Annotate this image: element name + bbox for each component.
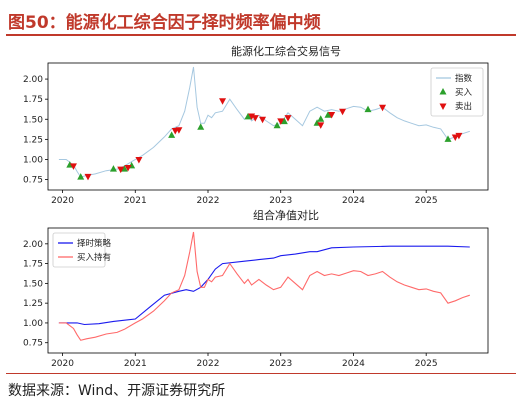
sell-signal-marker [451,134,459,141]
buy-signal-marker [168,131,176,138]
y-tick-label: 0.75 [23,339,43,349]
sell-signal-marker [277,118,285,125]
buy-signal-marker [244,112,252,120]
x-tick-label: 2024 [342,359,365,369]
legend-swatch [439,103,447,110]
y-tick-label: 1.00 [23,155,43,165]
legend-label: 卖出 [455,101,472,112]
buy-signal-marker [364,105,372,113]
y-tick-label: 0.75 [23,176,43,186]
series-line-timing [58,245,470,326]
series-line-index [58,66,470,178]
x-tick-label: 2023 [269,359,292,369]
sell-signal-marker [251,115,259,122]
legend-label: 指数 [455,73,473,84]
x-tick-label: 2022 [197,359,220,369]
chart-title: 能源化工综合交易信号 [231,44,341,58]
buy-signal-marker [280,117,288,125]
sell-signal-marker [219,98,227,105]
y-tick-label: 1.50 [23,279,43,289]
y-tick-label: 1.25 [23,135,43,145]
sell-signal-marker [259,116,267,124]
y-tick-label: 1.00 [23,319,43,329]
buy-signal-marker [77,173,85,180]
sell-signal-marker [317,122,325,129]
footer-divider [6,373,516,374]
x-tick-label: 2021 [124,196,147,206]
chart-title: 组合净值对比 [253,208,319,222]
header-divider [6,34,516,36]
buy-signal-marker [273,121,281,129]
sell-signal-marker [135,156,143,164]
x-tick-label: 2021 [124,359,147,369]
legend-label: 买入 [455,88,473,98]
plot-frame [47,62,489,191]
buy-signal-marker [317,115,325,122]
y-tick-label: 1.25 [23,299,43,309]
x-tick-label: 2022 [197,196,220,206]
buy-signal-marker [444,135,452,142]
sell-signal-marker [124,164,132,172]
sell-signal-marker [284,115,292,122]
sell-signal-marker [69,163,77,170]
series-line-buyhold [58,231,470,341]
x-tick-label: 2024 [342,196,365,206]
y-tick-label: 2.00 [23,75,43,85]
buy-signal-marker [324,111,332,118]
x-tick-label: 2025 [415,359,438,369]
sell-signal-marker [455,132,463,140]
charts-canvas: 能源化工综合交易信号 0.75 1.00 1.25 1.50 1.75 2.00 2020 20… [23,44,489,369]
legend-label: 择时策略 [77,238,112,249]
x-tick-label: 2025 [415,196,438,206]
sell-signal-marker [379,104,387,112]
sell-signal-marker [328,111,336,119]
sell-signal-marker [175,127,183,134]
sell-signal-marker [84,173,92,181]
x-tick-label: 2020 [51,359,74,369]
y-tick-label: 2.00 [23,240,43,250]
figure-header: 图50：能源化工综合因子择时频率偏中频 [0,0,522,38]
footer-source: 数据来源：Wind、开源证券研究所 [8,383,226,399]
y-tick-label: 1.50 [23,115,43,125]
sell-signal-marker [117,166,125,174]
x-tick-label: 2023 [269,196,292,206]
buy-signal-marker [197,123,205,130]
legend-swatch [439,88,447,95]
plot-frame [47,227,489,354]
y-tick-label: 1.75 [23,95,43,105]
buy-signal-marker [120,165,128,172]
buy-signal-marker [109,165,117,172]
legend-label: 买入持有 [77,252,111,263]
x-tick-label: 2020 [51,196,74,206]
sell-signal-marker [339,108,347,116]
y-tick-label: 1.75 [23,260,43,270]
legend-box [52,232,106,268]
figure-title: 图50：能源化工综合因子择时频率偏中频 [8,13,321,33]
